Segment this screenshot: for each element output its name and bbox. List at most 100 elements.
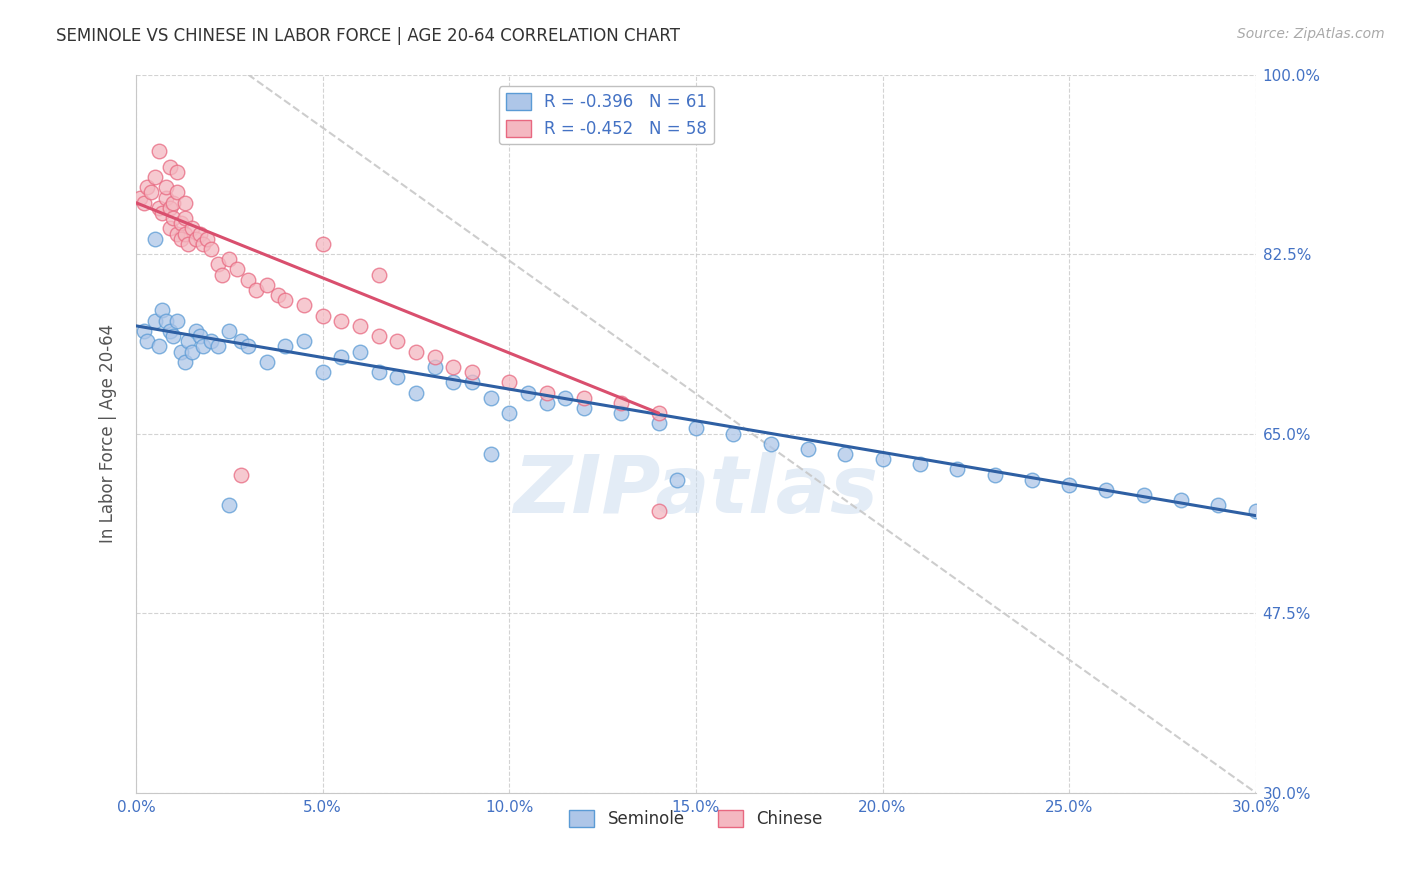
Point <box>461 376 484 390</box>
Point <box>312 309 335 323</box>
Point <box>1095 483 1118 497</box>
Point <box>143 232 166 246</box>
Point <box>236 273 259 287</box>
Point <box>330 350 353 364</box>
Point <box>834 447 856 461</box>
Point <box>1208 499 1230 513</box>
Point <box>150 206 173 220</box>
Point <box>1244 503 1267 517</box>
Point <box>150 303 173 318</box>
Point <box>177 334 200 349</box>
Point <box>387 370 409 384</box>
Point <box>908 458 931 472</box>
Point <box>498 376 520 390</box>
Point <box>159 221 181 235</box>
Point <box>572 401 595 415</box>
Point <box>211 268 233 282</box>
Text: Source: ZipAtlas.com: Source: ZipAtlas.com <box>1237 27 1385 41</box>
Point <box>166 186 188 200</box>
Point <box>517 385 540 400</box>
Point <box>188 227 211 241</box>
Legend: Seminole, Chinese: Seminole, Chinese <box>562 803 830 835</box>
Point <box>498 406 520 420</box>
Point <box>136 180 159 194</box>
Point <box>225 262 247 277</box>
Point <box>441 376 464 390</box>
Point <box>184 324 207 338</box>
Point <box>1021 473 1043 487</box>
Point <box>200 334 222 349</box>
Point <box>983 467 1005 482</box>
Point <box>218 252 240 267</box>
Point <box>367 329 389 343</box>
Point <box>229 334 252 349</box>
Point <box>367 365 389 379</box>
Point <box>647 503 669 517</box>
Point <box>159 160 181 174</box>
Point <box>312 236 335 251</box>
Point <box>173 211 195 226</box>
Point <box>423 359 446 374</box>
Point <box>193 339 215 353</box>
Point <box>143 314 166 328</box>
Point <box>162 329 184 343</box>
Point <box>139 186 162 200</box>
Point <box>170 216 193 230</box>
Point <box>367 268 389 282</box>
Point <box>136 334 159 349</box>
Point <box>155 180 177 194</box>
Point <box>349 318 371 333</box>
Point <box>554 391 576 405</box>
Point <box>461 365 484 379</box>
Point <box>536 396 558 410</box>
Point <box>610 406 633 420</box>
Point <box>148 145 170 159</box>
Point <box>267 288 290 302</box>
Text: ZIPatlas: ZIPatlas <box>513 452 879 530</box>
Point <box>723 426 745 441</box>
Point <box>759 437 782 451</box>
Point <box>274 293 297 308</box>
Point <box>387 334 409 349</box>
Point <box>195 232 218 246</box>
Point <box>159 324 181 338</box>
Point <box>132 195 155 210</box>
Point <box>173 227 195 241</box>
Text: SEMINOLE VS CHINESE IN LABOR FORCE | AGE 20-64 CORRELATION CHART: SEMINOLE VS CHINESE IN LABOR FORCE | AGE… <box>56 27 681 45</box>
Point <box>479 391 502 405</box>
Point <box>132 324 155 338</box>
Point <box>170 344 193 359</box>
Point <box>218 324 240 338</box>
Point <box>647 417 669 431</box>
Point <box>1057 478 1080 492</box>
Point <box>1133 488 1156 502</box>
Point <box>143 170 166 185</box>
Point <box>148 339 170 353</box>
Point <box>685 421 707 435</box>
Point <box>441 359 464 374</box>
Point <box>423 350 446 364</box>
Point <box>155 314 177 328</box>
Point <box>166 165 188 179</box>
Point <box>274 339 297 353</box>
Point <box>155 191 177 205</box>
Point <box>148 201 170 215</box>
Point <box>666 473 689 487</box>
Point <box>184 232 207 246</box>
Point <box>292 298 315 312</box>
Point <box>797 442 820 456</box>
Point <box>188 329 211 343</box>
Point <box>349 344 371 359</box>
Point <box>872 452 894 467</box>
Y-axis label: In Labor Force | Age 20-64: In Labor Force | Age 20-64 <box>100 324 117 543</box>
Point <box>173 195 195 210</box>
Point <box>647 406 669 420</box>
Point <box>177 236 200 251</box>
Point <box>166 227 188 241</box>
Point <box>218 499 240 513</box>
Point <box>181 221 204 235</box>
Point <box>292 334 315 349</box>
Point <box>479 447 502 461</box>
Point <box>405 385 427 400</box>
Point <box>946 462 969 476</box>
